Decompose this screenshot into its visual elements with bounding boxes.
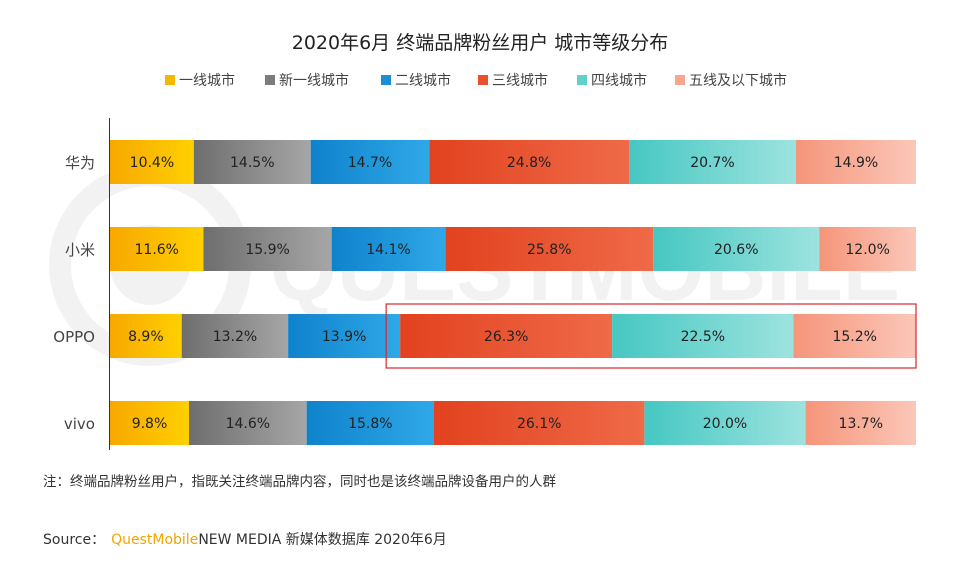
bar-oppo-0 xyxy=(110,314,182,358)
chart-title: 2020年6月 终端品牌粉丝用户 城市等级分布 xyxy=(292,32,669,54)
value-label-oppo-4: 22.5% xyxy=(681,329,725,345)
source-line: Source： QuestMobileNEW MEDIA 新媒体数据库 2020年… xyxy=(43,532,447,548)
bar-oppo-2 xyxy=(288,314,401,358)
bars: 10.4% 14.5% 14.7% 24.8% 20.7% 14.9% 11.6% 15.9%… xyxy=(110,140,916,445)
value-label-oppo-1: 13.2% xyxy=(213,329,257,345)
category-label-华为: 华为 xyxy=(65,154,95,172)
value-label-小米-2: 14.1% xyxy=(366,242,410,258)
source-label: Source： xyxy=(43,532,105,548)
value-label-vivo-3: 26.1% xyxy=(517,416,561,432)
value-label-小米-4: 20.6% xyxy=(714,242,758,258)
footnote: 注：终端品牌粉丝用户，指既关注终端品牌内容，同时也是该终端品牌设备用户的人群 xyxy=(43,473,556,490)
legend-label-1: 新一线城市 xyxy=(279,72,349,89)
value-label-vivo-2: 15.8% xyxy=(348,416,392,432)
value-label-小米-3: 25.8% xyxy=(527,242,571,258)
bar-vivo-4 xyxy=(644,401,806,445)
legend-swatch-0 xyxy=(165,75,175,85)
value-label-vivo-5: 13.7% xyxy=(839,416,883,432)
value-label-小米-5: 12.0% xyxy=(845,242,889,258)
legend-swatch-5 xyxy=(675,75,685,85)
bar-小米-1 xyxy=(203,227,332,271)
category-label-oppo: OPPO xyxy=(53,328,95,346)
bar-oppo-3 xyxy=(400,314,613,358)
value-label-华为-3: 24.8% xyxy=(507,155,551,171)
highlight-box xyxy=(385,303,917,369)
bar-vivo-3 xyxy=(434,401,645,445)
legend-swatch-4 xyxy=(577,75,587,85)
legend-swatch-2 xyxy=(381,75,391,85)
value-label-oppo-3: 26.3% xyxy=(484,329,528,345)
bar-小米-2 xyxy=(331,227,446,271)
bar-oppo-4 xyxy=(612,314,794,358)
legend-label-4: 四线城市 xyxy=(591,72,647,89)
legend-label-0: 一线城市 xyxy=(179,72,235,89)
source-brand: QuestMobile xyxy=(111,532,198,548)
value-label-小米-1: 15.9% xyxy=(245,242,289,258)
value-label-oppo-2: 13.9% xyxy=(322,329,366,345)
legend-swatch-3 xyxy=(478,75,488,85)
bar-vivo-5 xyxy=(805,401,916,445)
bar-vivo-1 xyxy=(188,401,307,445)
bar-小米-4 xyxy=(653,227,820,271)
value-label-华为-1: 14.5% xyxy=(230,155,274,171)
bar-oppo-5 xyxy=(793,314,916,358)
bar-华为-5 xyxy=(795,140,916,184)
bar-华为-3 xyxy=(429,140,630,184)
category-label-小米: 小米 xyxy=(65,241,95,259)
value-label-vivo-0: 9.8% xyxy=(132,416,168,432)
bar-华为-1 xyxy=(193,140,311,184)
value-label-vivo-1: 14.6% xyxy=(226,416,270,432)
category-label-vivo: vivo xyxy=(64,415,95,433)
value-label-小米-0: 11.6% xyxy=(135,242,179,258)
source-rest: NEW MEDIA 新媒体数据库 2020年6月 xyxy=(198,532,446,548)
highlight-rect xyxy=(385,303,917,369)
legend: 一线城市 新一线城市 二线城市 三线城市 四线城市 五线及以下城市 xyxy=(165,72,787,89)
legend-swatch-1 xyxy=(265,75,275,85)
value-label-华为-5: 14.9% xyxy=(834,155,878,171)
bar-华为-4 xyxy=(629,140,796,184)
value-label-oppo-5: 15.2% xyxy=(832,329,876,345)
bar-小米-0 xyxy=(110,227,204,271)
bar-华为-2 xyxy=(310,140,430,184)
bar-华为-0 xyxy=(110,140,194,184)
bar-oppo-1 xyxy=(181,314,289,358)
value-label-oppo-0: 8.9% xyxy=(128,329,164,345)
bar-小米-3 xyxy=(445,227,654,271)
value-label-华为-0: 10.4% xyxy=(130,155,174,171)
bar-小米-5 xyxy=(819,227,916,271)
value-label-vivo-4: 20.0% xyxy=(703,416,747,432)
bar-vivo-2 xyxy=(306,401,435,445)
legend-label-5: 五线及以下城市 xyxy=(689,72,787,89)
value-label-华为-4: 20.7% xyxy=(690,155,734,171)
value-label-华为-2: 14.7% xyxy=(348,155,392,171)
bar-vivo-0 xyxy=(110,401,189,445)
legend-label-3: 三线城市 xyxy=(492,72,548,89)
legend-label-2: 二线城市 xyxy=(395,72,451,89)
